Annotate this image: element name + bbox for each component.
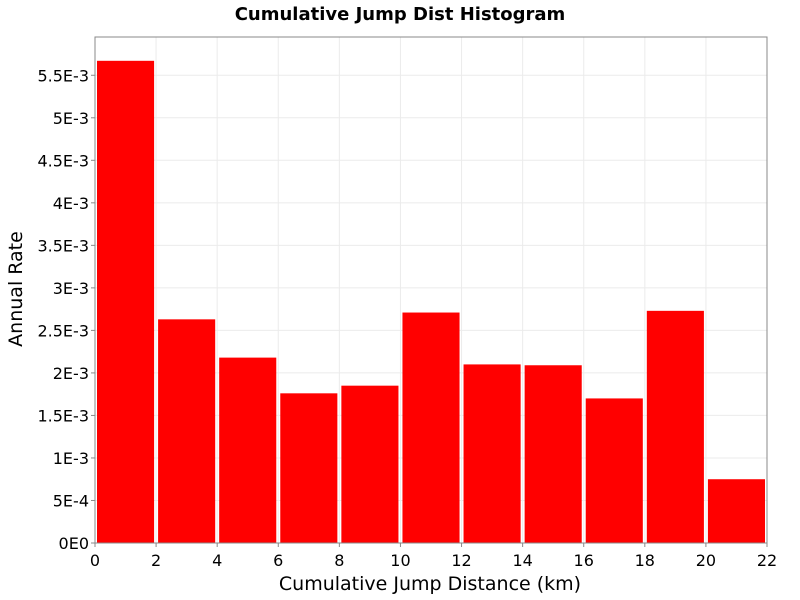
y-tick-label: 5E-3 (53, 109, 89, 128)
x-tick-label: 2 (151, 551, 161, 570)
y-tick-label: 3.5E-3 (37, 236, 89, 255)
y-tick-label: 0E0 (59, 534, 89, 553)
plot-frame (94, 36, 768, 544)
y-tick-label: 2.5E-3 (37, 321, 89, 340)
histogram-bar (219, 357, 277, 543)
y-tick-label: 4E-3 (53, 194, 89, 213)
x-tick-label: 22 (757, 551, 777, 570)
histogram-bar (97, 60, 155, 543)
histogram-bar (463, 364, 521, 543)
y-tick-label: 5E-4 (53, 491, 89, 510)
histogram-bar (707, 479, 765, 543)
histogram-bar (585, 398, 643, 543)
y-tick-label: 1E-3 (53, 449, 89, 468)
histogram-bar (402, 312, 460, 543)
x-tick-label: 4 (212, 551, 222, 570)
y-tick-label: 1.5E-3 (37, 406, 89, 425)
histogram-bar (524, 365, 582, 543)
chart-title: Cumulative Jump Dist Histogram (235, 4, 566, 25)
plot-area: 0 2 4 6 8 10 12 14 16 18 20 22 0E0 5E-4 1E-3 1.5E-3 2E-3… (37, 36, 777, 570)
y-tick-label: 3E-3 (53, 279, 89, 298)
x-tick-label: 16 (574, 551, 594, 570)
x-tick-label: 18 (635, 551, 655, 570)
y-tick-label: 5.5E-3 (37, 66, 89, 85)
y-tick-label: 2E-3 (53, 364, 89, 383)
y-tick-label: 4.5E-3 (37, 151, 89, 170)
histogram-bar (280, 393, 338, 543)
histogram-bar (646, 310, 704, 543)
y-axis-label: Annual Rate (5, 231, 27, 347)
x-tick-label: 12 (451, 551, 471, 570)
x-axis-label: Cumulative Jump Distance (km) (279, 573, 581, 595)
x-tick-label: 14 (512, 551, 532, 570)
x-tick-label: 20 (696, 551, 716, 570)
x-tick-label: 8 (334, 551, 344, 570)
x-tick-label: 0 (90, 551, 100, 570)
histogram-bar (341, 385, 399, 543)
x-tick-label: 6 (273, 551, 283, 570)
histogram-bar (158, 319, 216, 543)
x-tick-label: 10 (390, 551, 410, 570)
